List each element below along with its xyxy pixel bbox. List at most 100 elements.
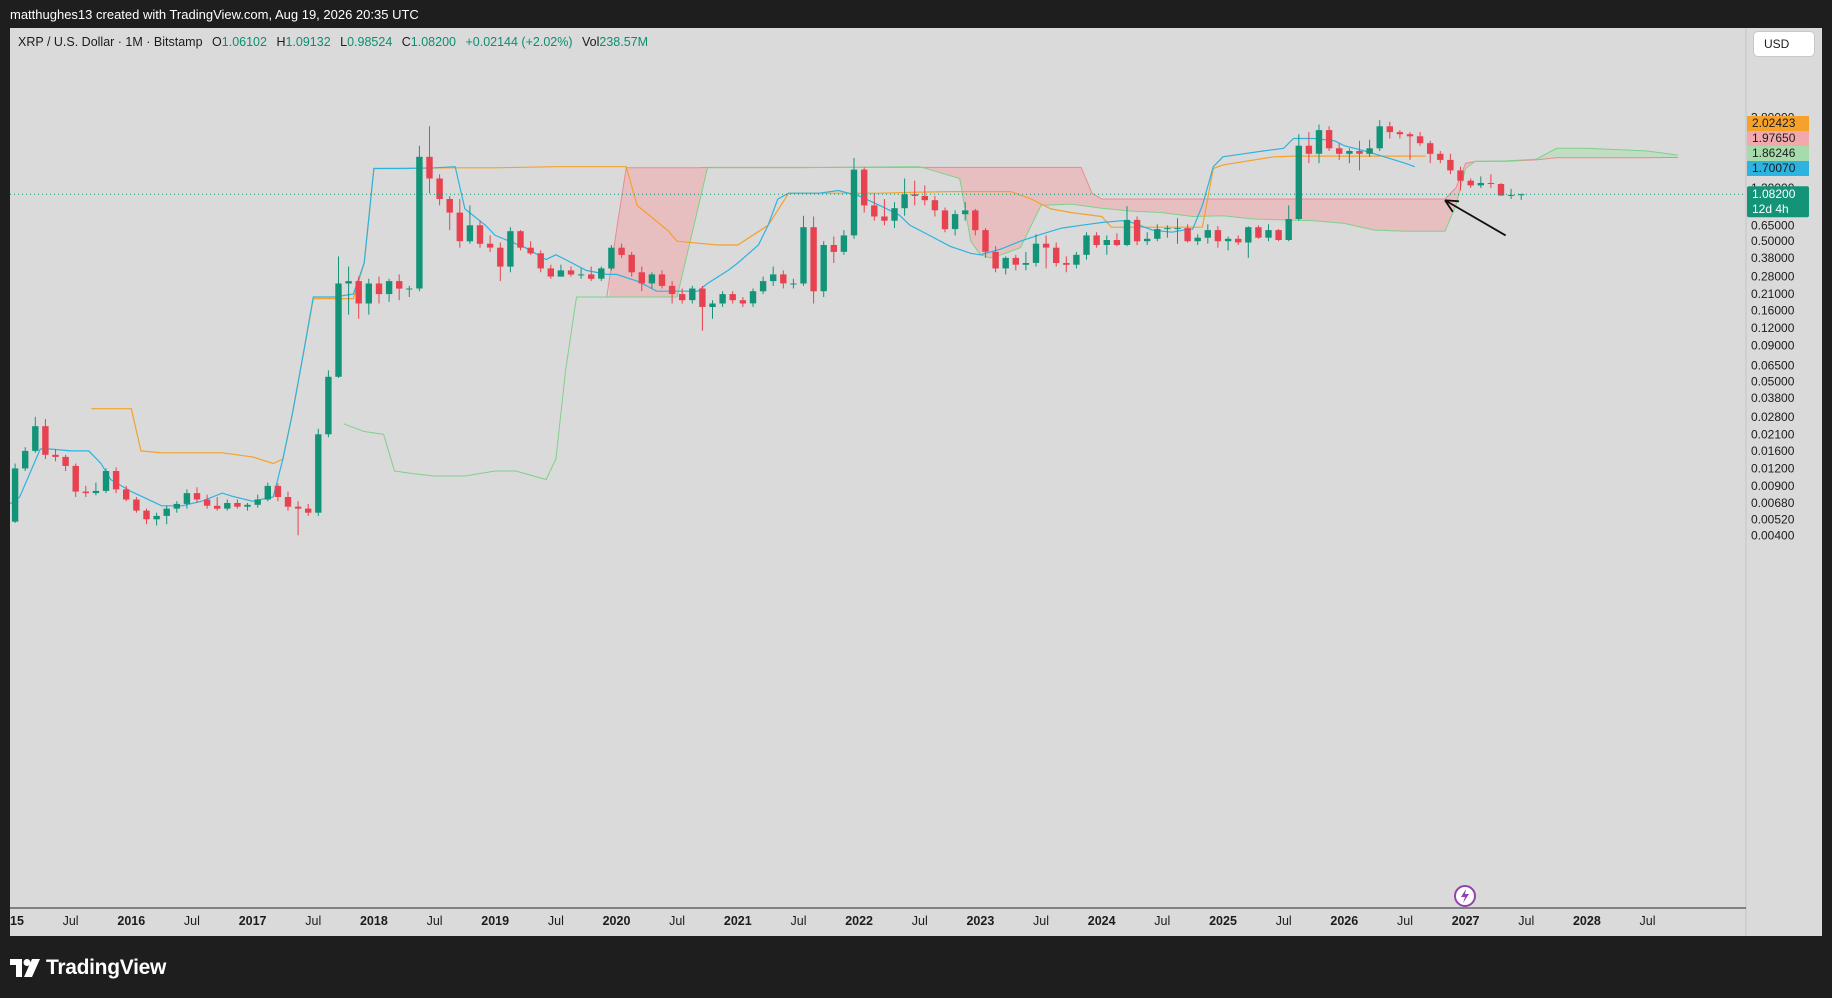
candle-body — [1346, 151, 1353, 154]
low-value: 0.98524 — [347, 35, 393, 49]
price-chart[interactable]: 3.800002.800001.200000.650000.500000.380… — [10, 28, 1822, 936]
candle-118 — [1164, 225, 1171, 238]
candle-37 — [345, 266, 352, 315]
candle-body — [375, 283, 383, 295]
candle-body — [1184, 228, 1191, 242]
candle-38 — [355, 276, 362, 319]
symbol-title[interactable]: XRP / U.S. Dollar · 1M · Bitstamp — [18, 35, 203, 49]
candle-149 — [1477, 176, 1484, 188]
price-tick-label: 0.00900 — [1751, 479, 1795, 493]
currency-button[interactable]: USD — [1754, 32, 1814, 56]
candle-21 — [183, 489, 191, 509]
candle-body — [992, 251, 999, 269]
candle-body — [1437, 153, 1444, 160]
tradingview-logo[interactable]: TradingView — [10, 956, 166, 980]
candle-19 — [163, 505, 170, 525]
brand-name: TradingView — [46, 956, 167, 979]
chart-attribution: matthughes13 created with TradingView.co… — [10, 7, 419, 22]
candle-104 — [1022, 251, 1030, 271]
ohlc-legend: XRP / U.S. Dollar · 1M · Bitstamp O1.061… — [18, 35, 648, 49]
price-label-text: 1.70070 — [1752, 161, 1796, 175]
candle-24 — [214, 497, 221, 511]
candle-body — [598, 268, 605, 279]
candle-body — [173, 503, 180, 509]
candle-136 — [1346, 148, 1353, 164]
candle-body — [335, 283, 342, 377]
candle-94 — [921, 185, 928, 206]
candle-body — [446, 199, 453, 213]
candle-body — [112, 471, 120, 490]
time-tick-label: Jul — [669, 914, 685, 928]
annotation-arrow — [1444, 199, 1507, 237]
price-label-box — [1747, 146, 1809, 161]
candle-82 — [800, 215, 807, 286]
candle-153 — [1518, 193, 1525, 200]
candle-body — [911, 194, 918, 196]
candle-body — [547, 268, 554, 277]
candle-body — [1457, 170, 1464, 181]
candle-148 — [1467, 178, 1474, 188]
candle-7 — [42, 419, 49, 459]
chart-area[interactable]: 3.800002.800001.200000.650000.500000.380… — [10, 28, 1822, 936]
candle-body — [648, 274, 656, 284]
candle-body — [133, 499, 140, 511]
candle-body — [1204, 230, 1211, 238]
candle-106 — [1042, 235, 1050, 269]
candle-body — [214, 505, 221, 509]
candle-121 — [1194, 234, 1201, 245]
candle-body — [153, 515, 160, 520]
candle-body — [203, 499, 211, 506]
candle-body — [1053, 247, 1060, 263]
candle-body — [254, 499, 261, 505]
candle-30 — [274, 483, 282, 502]
candle-body — [1174, 228, 1181, 230]
candle-68 — [658, 270, 666, 289]
candle-body — [345, 281, 352, 284]
candle-92 — [901, 178, 908, 216]
candle-body — [557, 270, 565, 277]
candle-body — [1447, 159, 1454, 171]
candle-42 — [396, 274, 403, 301]
close-label: C — [401, 35, 411, 49]
candle-body — [1063, 263, 1070, 265]
news-badge-icon[interactable] — [1454, 885, 1476, 907]
candle-body — [1477, 183, 1484, 186]
candle-12 — [92, 482, 100, 496]
candle-body — [1406, 134, 1414, 137]
candle-body — [628, 254, 635, 273]
candle-151 — [1497, 183, 1505, 196]
candle-98 — [962, 202, 969, 221]
candle-9 — [62, 454, 69, 471]
candle-8 — [52, 449, 59, 462]
candle-body — [1103, 240, 1110, 245]
candle-body — [1497, 184, 1505, 196]
candle-body — [416, 156, 423, 289]
price-tick-label: 0.05000 — [1751, 375, 1795, 389]
price-tick-label: 0.38000 — [1751, 251, 1795, 265]
candle-71 — [689, 285, 696, 304]
candle-47 — [446, 196, 453, 231]
candle-144 — [1427, 140, 1434, 164]
candle-body — [476, 225, 484, 244]
candle-body — [790, 283, 797, 285]
candle-117 — [1154, 224, 1161, 242]
candle-body — [1002, 257, 1009, 269]
candle-102 — [1002, 256, 1009, 275]
candle-body — [638, 272, 645, 284]
candle-body — [143, 510, 150, 520]
candle-body — [1042, 243, 1050, 248]
price-tick-label: 0.00680 — [1751, 496, 1795, 510]
time-tick-label: 2021 — [724, 914, 752, 928]
candle-119 — [1174, 218, 1181, 244]
candle-44 — [416, 145, 423, 292]
price-label-box — [1747, 131, 1809, 146]
candle-39 — [365, 278, 372, 315]
candle-135 — [1336, 143, 1343, 160]
last-price-text: 1.08200 — [1752, 187, 1796, 201]
candle-61 — [588, 266, 595, 282]
candle-body — [11, 468, 19, 522]
candle-138 — [1366, 139, 1373, 157]
candle-141 — [1396, 130, 1404, 139]
candle-126 — [1245, 226, 1252, 258]
candle-body — [1366, 148, 1373, 154]
